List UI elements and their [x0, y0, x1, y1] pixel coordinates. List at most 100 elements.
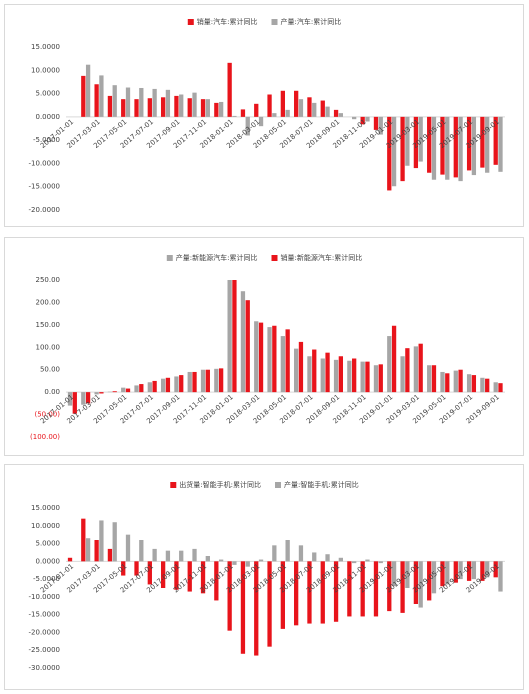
y-tick-label: 250.00	[36, 276, 61, 284]
y-tick-label: (100.00)	[30, 433, 60, 441]
bar	[200, 369, 206, 393]
bar	[413, 116, 419, 169]
y-tick-label: -10.0000	[29, 159, 60, 167]
bar	[240, 291, 246, 393]
bar	[245, 300, 250, 393]
bar	[352, 116, 357, 120]
bar	[285, 540, 290, 562]
bar	[81, 518, 86, 562]
y-tick-label: -20.0000	[29, 628, 60, 636]
bar	[272, 545, 277, 562]
bar	[493, 116, 498, 165]
bar	[200, 99, 206, 117]
bar	[218, 368, 224, 393]
bar	[391, 561, 397, 587]
bar	[440, 561, 445, 587]
bar	[81, 392, 86, 405]
bar	[232, 280, 237, 393]
bar	[453, 370, 458, 393]
bar	[254, 561, 259, 656]
bar	[200, 561, 206, 594]
y-tick-label: 5.0000	[36, 540, 61, 548]
bar	[400, 116, 405, 182]
bar	[214, 102, 219, 117]
bar	[480, 377, 485, 393]
bar	[112, 85, 117, 117]
bar	[121, 387, 126, 393]
bar	[378, 364, 383, 393]
bar	[205, 99, 210, 117]
bar	[466, 116, 472, 171]
bar	[187, 371, 192, 393]
bar	[378, 116, 383, 135]
bar	[67, 392, 73, 406]
bar	[174, 95, 179, 117]
bar	[267, 327, 272, 393]
bar	[294, 348, 299, 393]
bar	[139, 87, 144, 117]
bar	[179, 375, 184, 393]
bar	[431, 116, 437, 180]
bar	[285, 329, 290, 393]
bar	[320, 561, 325, 624]
legend: 销量:汽车:累计同比 产量:汽车:累计同比	[187, 17, 341, 26]
bar	[227, 561, 232, 631]
bar	[99, 75, 104, 117]
bar	[333, 561, 339, 622]
bar	[445, 561, 450, 585]
bar	[125, 87, 131, 117]
bar	[418, 116, 423, 162]
bar	[192, 371, 197, 393]
y-tick-label: 15.0000	[31, 504, 60, 512]
y-tick-label: -5.0000	[33, 136, 60, 144]
bar	[294, 90, 299, 117]
bar	[485, 378, 490, 393]
bar	[192, 92, 197, 117]
bar	[160, 97, 166, 117]
bar	[134, 561, 139, 576]
bar	[165, 89, 171, 117]
bar	[245, 561, 250, 567]
bar	[480, 561, 485, 581]
bar	[333, 359, 339, 393]
bar	[373, 561, 379, 617]
legend-swatch	[271, 19, 278, 25]
bar	[413, 346, 419, 393]
bar	[160, 378, 166, 393]
bar	[147, 98, 152, 117]
bar	[498, 116, 503, 172]
bar	[373, 365, 379, 393]
bar	[280, 90, 285, 117]
bar	[160, 561, 166, 588]
bar	[254, 321, 259, 393]
bar	[107, 95, 113, 117]
bar	[440, 116, 445, 175]
bar	[121, 561, 126, 576]
legend-swatch	[275, 482, 281, 488]
bar	[267, 94, 272, 117]
bar	[391, 116, 397, 187]
bar	[312, 552, 317, 562]
bar	[258, 559, 264, 562]
bar	[152, 380, 157, 393]
y-tick-label: 10.0000	[31, 522, 60, 530]
bar	[413, 561, 419, 604]
bar	[307, 356, 312, 393]
bar	[471, 116, 477, 176]
bar	[373, 116, 379, 130]
legend-swatch	[271, 255, 278, 261]
y-tick-label: -20.0000	[29, 206, 60, 214]
bar	[121, 99, 126, 117]
bar	[112, 391, 117, 393]
bar	[205, 556, 210, 562]
bar	[134, 385, 139, 393]
bar	[471, 561, 477, 580]
y-tick-label: 0.0000	[36, 113, 61, 121]
y-tick-label: (50.00)	[34, 411, 60, 419]
bar	[307, 97, 312, 117]
bar	[387, 561, 392, 612]
bar	[485, 561, 490, 578]
bar	[360, 361, 365, 393]
bar	[338, 356, 344, 393]
bar	[458, 561, 463, 580]
